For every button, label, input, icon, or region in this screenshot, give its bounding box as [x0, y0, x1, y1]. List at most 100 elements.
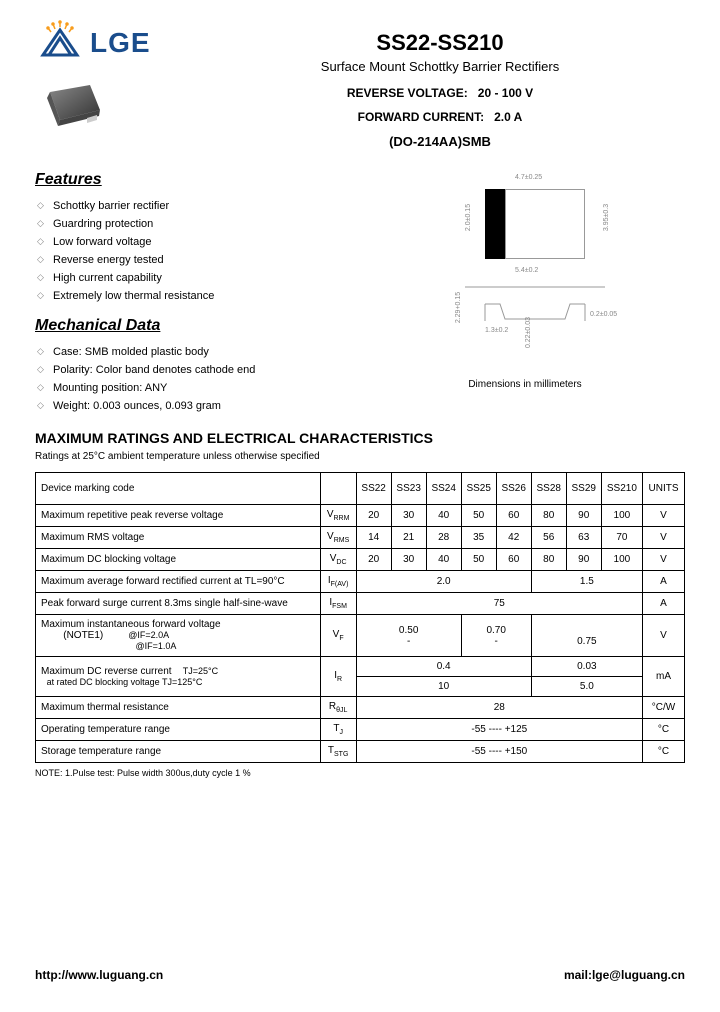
param-value: 35 — [461, 527, 496, 549]
table-row: Maximum thermal resistance RθJL 28 °C/W — [36, 697, 685, 719]
package-label: (DO-214AA)SMB — [195, 134, 685, 149]
table-row: Maximum instantaneous forward voltage (N… — [36, 615, 685, 657]
param-value: 90 — [566, 505, 601, 527]
part-header: SS23 — [391, 473, 426, 505]
part-header: SS24 — [426, 473, 461, 505]
left-column: Features Schottky barrier rectifier Guar… — [35, 159, 365, 415]
param-value: 63 — [566, 527, 601, 549]
param-value: 60 — [496, 549, 531, 571]
param-unit: A — [643, 593, 685, 615]
param-value: 10 — [356, 677, 531, 697]
features-title: Features — [35, 171, 365, 189]
table-row: Storage temperature range TSTG -55 ---- … — [36, 741, 685, 763]
param-value: 0.4 — [356, 657, 531, 677]
param-symbol: VRMS — [320, 527, 356, 549]
param-value: 14 — [356, 527, 391, 549]
content-columns: Features Schottky barrier rectifier Guar… — [35, 159, 685, 415]
param-label: Maximum DC reverse current TJ=25°C at ra… — [36, 657, 321, 697]
part-header: SS29 — [566, 473, 601, 505]
param-unit: V — [643, 615, 685, 657]
param-symbol: RθJL — [320, 697, 356, 719]
param-value: 0.75 — [531, 615, 642, 657]
param-value: 0.50- — [356, 615, 461, 657]
table-row: Maximum RMS voltage VRMS 14 21 28 35 42 … — [36, 527, 685, 549]
table-row: Maximum DC blocking voltage VDC 20 30 40… — [36, 549, 685, 571]
param-value: 70 — [601, 527, 642, 549]
param-label: Maximum thermal resistance — [36, 697, 321, 719]
feature-item: Schottky barrier rectifier — [53, 197, 365, 215]
param-label: Operating temperature range — [36, 719, 321, 741]
diagram-body — [505, 189, 585, 259]
param-value: 56 — [531, 527, 566, 549]
param-value: -55 ---- +125 — [356, 719, 642, 741]
fwd-current-value: 2.0 A — [494, 110, 522, 124]
param-label: Storage temperature range — [36, 741, 321, 763]
param-value: 40 — [426, 505, 461, 527]
header: LGE SS22-SS210 Surface Mount Schottky Ba… — [35, 20, 685, 159]
dim-label: 4.7±0.25 — [515, 174, 542, 181]
param-unit: V — [643, 549, 685, 571]
part-header: SS28 — [531, 473, 566, 505]
dimension-caption: Dimensions in millimeters — [365, 379, 685, 390]
right-column: 4.7±0.25 2.0±0.15 3.95±0.3 5.4±0.2 2.29+… — [365, 159, 685, 415]
dimension-diagram: 4.7±0.25 2.0±0.15 3.95±0.3 5.4±0.2 2.29+… — [415, 169, 635, 369]
param-value: 2.0 — [356, 571, 531, 593]
part-header: SS26 — [496, 473, 531, 505]
feature-item: Reverse energy tested — [53, 251, 365, 269]
forward-current-spec: FORWARD CURRENT: 2.0 A — [195, 110, 685, 124]
mech-item: Mounting position: ANY — [53, 379, 365, 397]
part-header: SS22 — [356, 473, 391, 505]
param-symbol: VRRM — [320, 505, 356, 527]
param-symbol: TJ — [320, 719, 356, 741]
table-note: NOTE: 1.Pulse test: Pulse width 300us,du… — [35, 768, 685, 778]
mech-item: Weight: 0.003 ounces, 0.093 gram — [53, 397, 365, 415]
feature-item: Guardring protection — [53, 215, 365, 233]
param-value: 42 — [496, 527, 531, 549]
table-row: Operating temperature range TJ -55 ---- … — [36, 719, 685, 741]
diagram-cathode-band — [485, 189, 505, 259]
part-header: SS25 — [461, 473, 496, 505]
param-value: 0.03 — [531, 657, 642, 677]
mechanical-list: Case: SMB molded plastic body Polarity: … — [35, 343, 365, 415]
table-row: Maximum DC reverse current TJ=25°C at ra… — [36, 657, 685, 677]
logo-text: LGE — [90, 27, 151, 59]
param-unit: °C — [643, 719, 685, 741]
dim-label: 0.2±0.05 — [590, 311, 617, 318]
footer: http://www.luguang.cn mail:lge@luguang.c… — [35, 968, 685, 982]
mechanical-title: Mechanical Data — [35, 317, 365, 335]
param-symbol: IFSM — [320, 593, 356, 615]
mech-item: Case: SMB molded plastic body — [53, 343, 365, 361]
param-symbol: TSTG — [320, 741, 356, 763]
ratings-subtitle: Ratings at 25°C ambient temperature unle… — [35, 446, 685, 472]
footer-url: http://www.luguang.cn — [35, 968, 163, 982]
features-list: Schottky barrier rectifier Guardring pro… — [35, 197, 365, 305]
param-symbol: IR — [320, 657, 356, 697]
dim-label: 1.3±0.2 — [485, 327, 508, 334]
table-row: Peak forward surge current 8.3ms single … — [36, 593, 685, 615]
param-value: 28 — [356, 697, 642, 719]
feature-item: Extremely low thermal resistance — [53, 287, 365, 305]
param-value: 20 — [356, 549, 391, 571]
dim-label: 3.95±0.3 — [603, 204, 610, 231]
logo-icon — [35, 20, 85, 65]
param-value: 40 — [426, 549, 461, 571]
dim-label: 2.0±0.15 — [465, 204, 472, 231]
param-unit: mA — [643, 657, 685, 697]
title-area: SS22-SS210 Surface Mount Schottky Barrie… — [195, 20, 685, 159]
param-unit: °C/W — [643, 697, 685, 719]
param-value: 5.0 — [531, 677, 642, 697]
param-value: 1.5 — [531, 571, 642, 593]
param-unit: V — [643, 527, 685, 549]
param-value: 50 — [461, 549, 496, 571]
param-value: 28 — [426, 527, 461, 549]
part-header: SS210 — [601, 473, 642, 505]
param-label: Peak forward surge current 8.3ms single … — [36, 593, 321, 615]
param-label: Maximum DC blocking voltage — [36, 549, 321, 571]
param-value: 75 — [356, 593, 642, 615]
feature-item: High current capability — [53, 269, 365, 287]
param-value: 30 — [391, 549, 426, 571]
ratings-table: Device marking code SS22 SS23 SS24 SS25 … — [35, 472, 685, 763]
param-label: Maximum average forward rectified curren… — [36, 571, 321, 593]
param-unit: V — [643, 505, 685, 527]
mech-item: Polarity: Color band denotes cathode end — [53, 361, 365, 379]
